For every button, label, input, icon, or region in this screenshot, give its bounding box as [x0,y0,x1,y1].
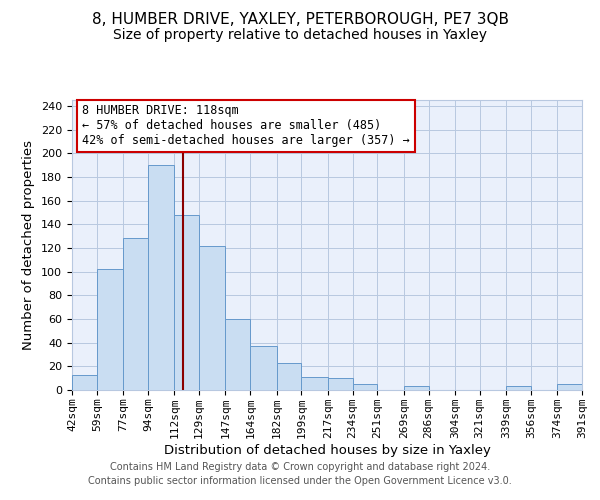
Bar [226,319,250,390]
X-axis label: Distribution of detached houses by size in Yaxley: Distribution of detached houses by size … [164,444,490,456]
Bar [72,374,97,390]
Bar [250,346,277,390]
Bar [353,384,377,390]
Y-axis label: Number of detached properties: Number of detached properties [22,140,35,350]
Text: Contains HM Land Registry data © Crown copyright and database right 2024.: Contains HM Land Registry data © Crown c… [110,462,490,472]
Text: Contains public sector information licensed under the Open Government Licence v3: Contains public sector information licen… [88,476,512,486]
Bar [174,215,199,390]
Text: 8 HUMBER DRIVE: 118sqm
← 57% of detached houses are smaller (485)
42% of semi-de: 8 HUMBER DRIVE: 118sqm ← 57% of detached… [82,104,410,148]
Bar [277,363,301,390]
Text: Size of property relative to detached houses in Yaxley: Size of property relative to detached ho… [113,28,487,42]
Bar [123,238,148,390]
Bar [199,246,226,390]
Bar [328,378,353,390]
Text: 8, HUMBER DRIVE, YAXLEY, PETERBOROUGH, PE7 3QB: 8, HUMBER DRIVE, YAXLEY, PETERBOROUGH, P… [91,12,509,28]
Bar [506,386,531,390]
Bar [97,270,123,390]
Bar [404,386,428,390]
Bar [301,377,328,390]
Bar [557,384,582,390]
Bar [148,165,174,390]
